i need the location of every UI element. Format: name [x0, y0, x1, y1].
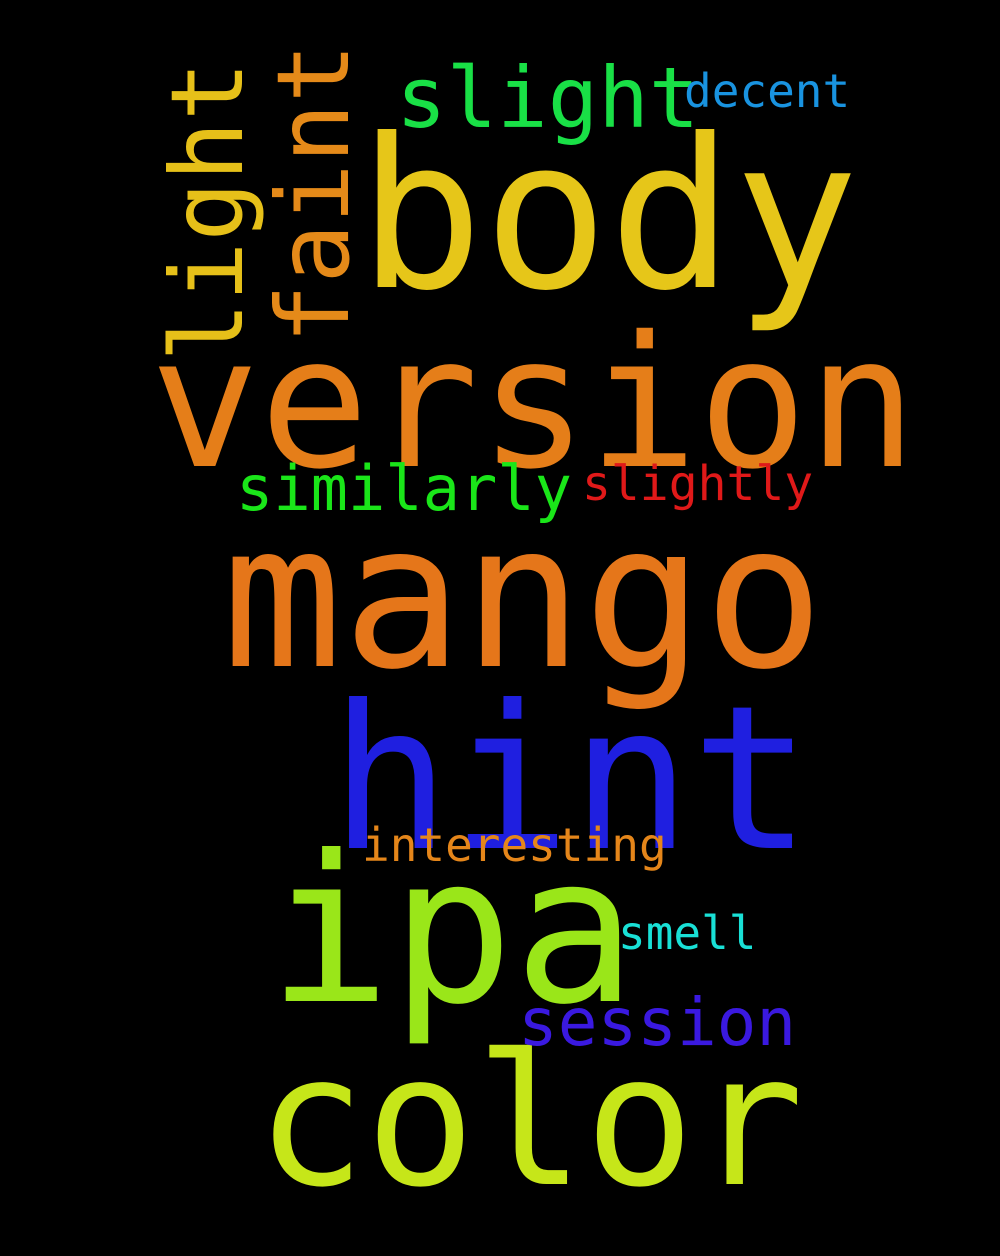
word-color: color [256, 1015, 804, 1227]
word-session: session [518, 984, 797, 1061]
word-slight: slight [396, 49, 700, 147]
word-faint: faint [255, 42, 372, 344]
word-mango: mango [222, 481, 825, 714]
word-body: body [358, 95, 859, 337]
word-slightly: slightly [582, 456, 814, 512]
word-light: light [149, 60, 266, 362]
word-decent: decent [684, 64, 851, 118]
word-interesting: interesting [362, 818, 667, 872]
word-ipa: ipa [268, 813, 637, 1050]
word-smell: smell [618, 906, 757, 960]
word-version: version [150, 297, 918, 509]
word-hint: hint [330, 663, 812, 896]
word-similarly: similarly [236, 452, 572, 525]
